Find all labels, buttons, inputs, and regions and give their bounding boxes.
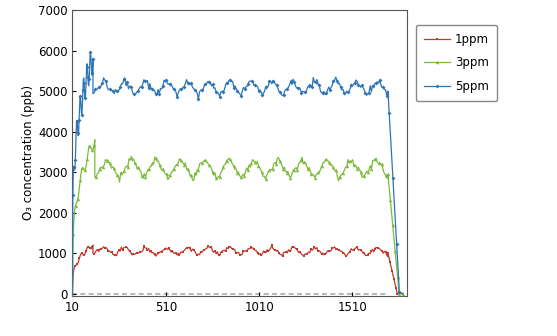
Line: 5ppm: 5ppm	[69, 51, 404, 295]
Y-axis label: O₃ concentration (ppb): O₃ concentration (ppb)	[22, 85, 35, 220]
5ppm	[207, 80, 213, 84]
5ppm	[98, 83, 105, 87]
5ppm	[69, 292, 76, 296]
5ppm	[87, 50, 94, 54]
1ppm	[355, 248, 361, 252]
3ppm	[67, 292, 74, 296]
5ppm	[67, 292, 74, 296]
Line: 1ppm: 1ppm	[69, 244, 404, 295]
3ppm	[309, 172, 316, 176]
5ppm	[149, 87, 155, 91]
3ppm	[133, 163, 139, 167]
3ppm	[91, 138, 98, 142]
3ppm	[87, 145, 94, 150]
1ppm	[131, 252, 138, 256]
1ppm	[86, 245, 93, 249]
3ppm	[355, 165, 362, 169]
1ppm	[90, 243, 96, 247]
1ppm	[67, 292, 74, 296]
Line: 3ppm: 3ppm	[69, 138, 404, 295]
3ppm	[325, 159, 331, 163]
5ppm	[136, 87, 143, 91]
3ppm	[178, 158, 184, 162]
3ppm	[399, 292, 406, 296]
5ppm	[306, 82, 313, 86]
1ppm	[176, 253, 183, 257]
1ppm	[399, 292, 406, 296]
1ppm	[324, 249, 331, 253]
Legend: 1ppm, 3ppm, 5ppm: 1ppm, 3ppm, 5ppm	[416, 25, 497, 101]
5ppm	[399, 292, 406, 296]
1ppm	[309, 248, 315, 252]
